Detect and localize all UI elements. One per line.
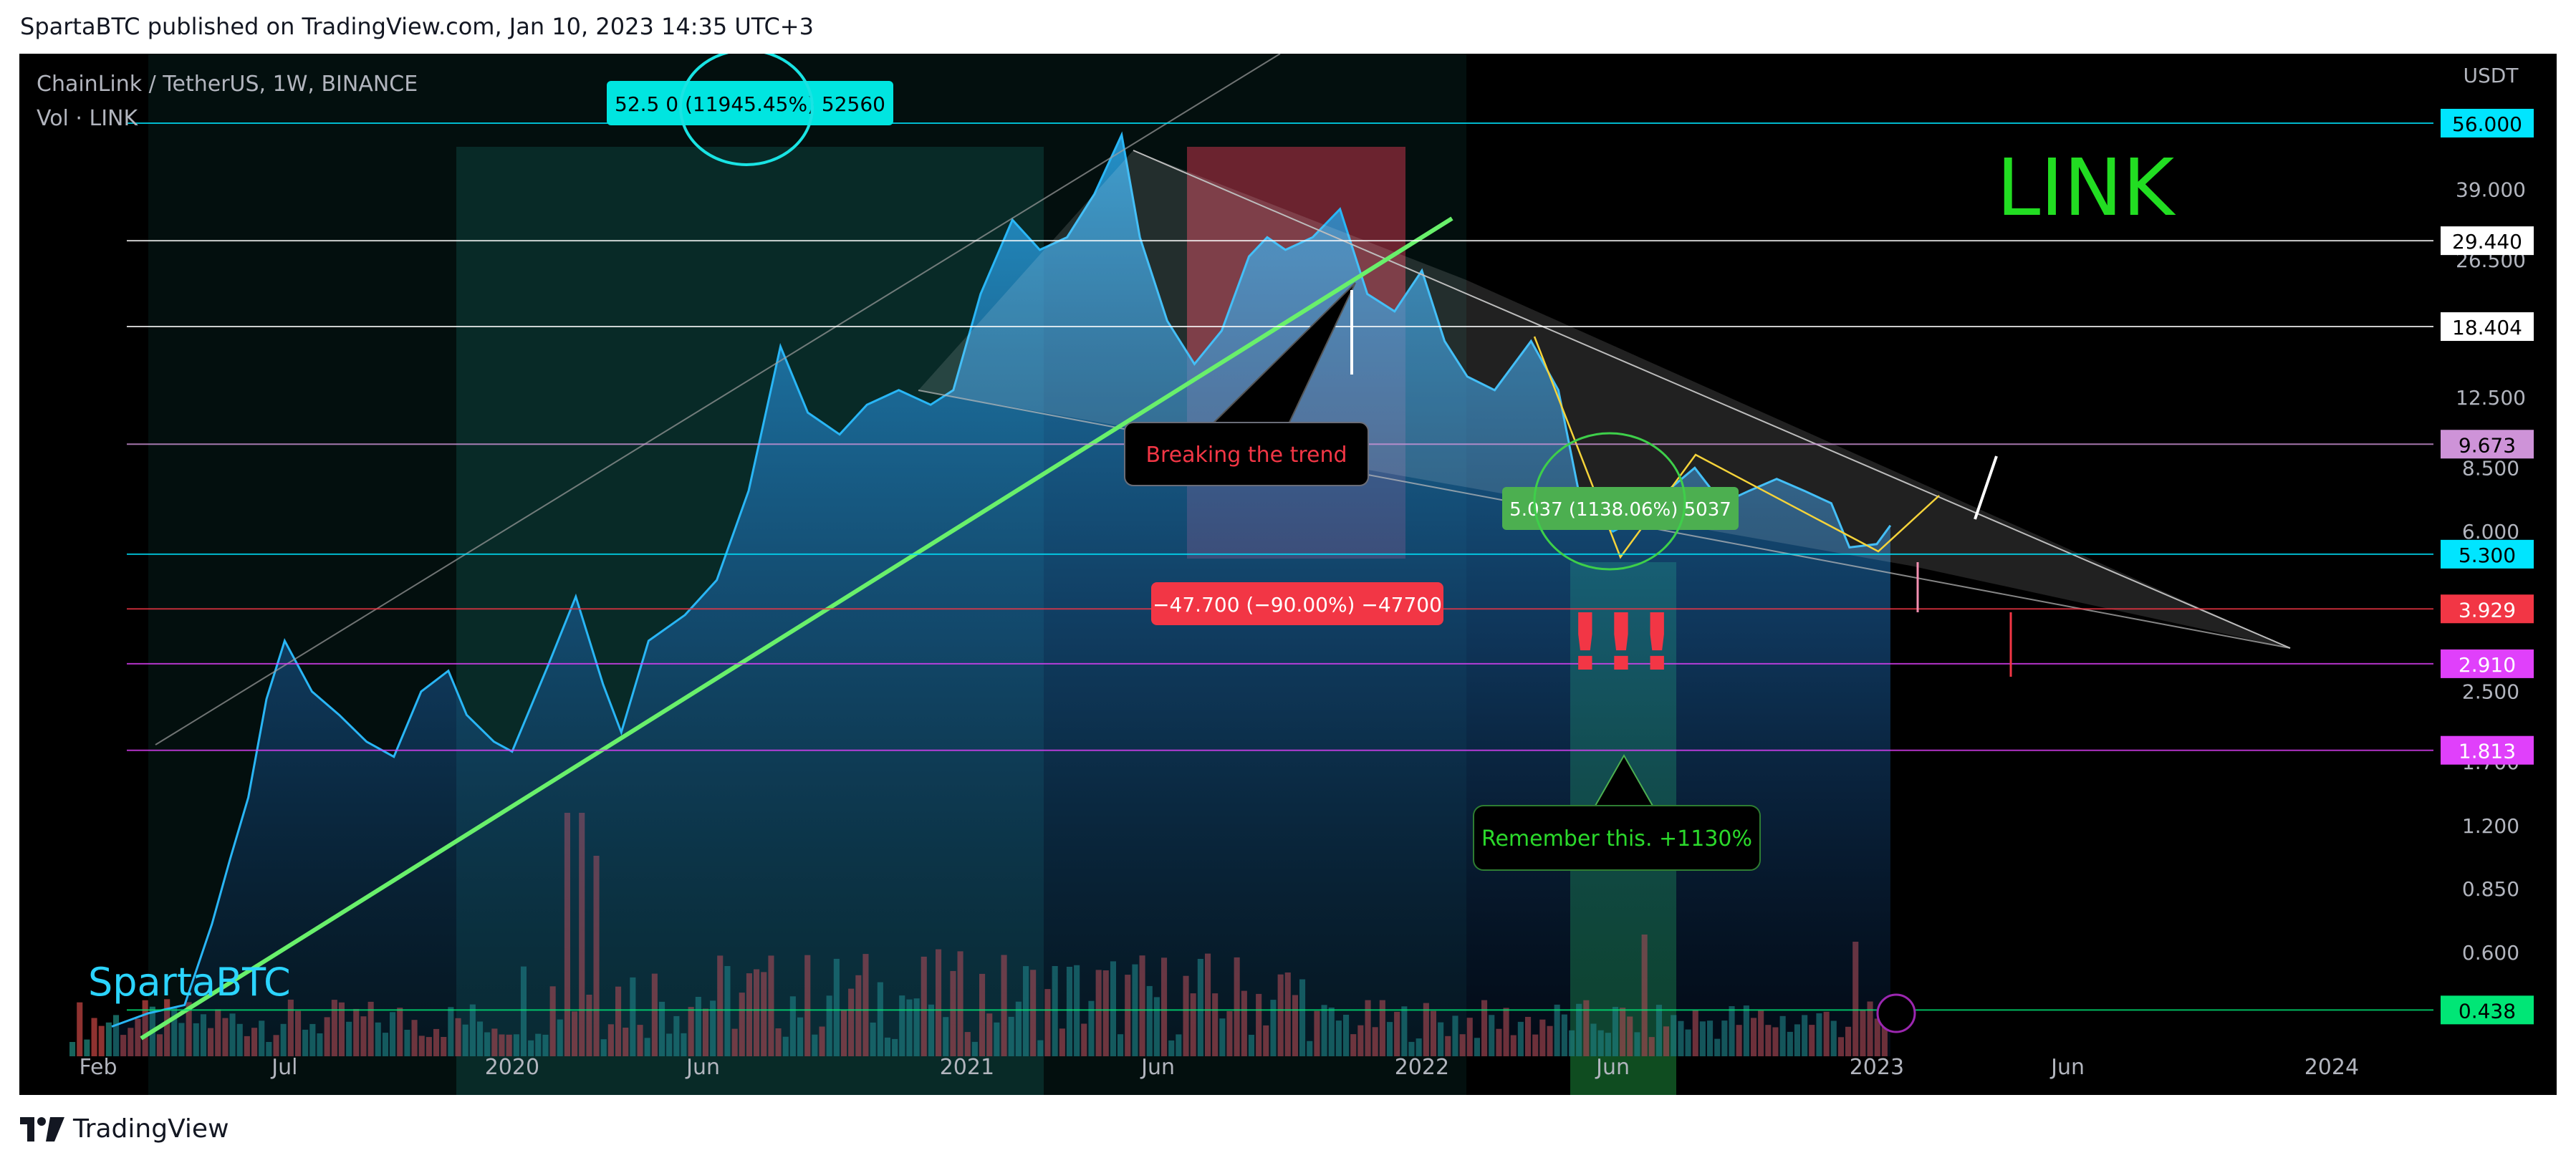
ticker-overlay-title: LINK [1996,142,2176,233]
x-tick-label: Jun [2049,1055,2085,1080]
x-tick-label: Jun [685,1055,720,1080]
y-tick-label: 2.500 [2462,680,2519,704]
price-label-text: 1.813 [2459,740,2516,763]
volume-legend: Vol · LINK [37,106,138,131]
chart-panel[interactable]: LINK SpartaBTC 52.5 0 (11945.45%) 52560 Bre… [19,54,2557,1095]
price-label-text: 9.673 [2459,433,2516,457]
y-tick-label: 6.000 [2462,520,2519,544]
rally-highlight-circle [1533,432,1686,571]
x-tick-label: 2020 [485,1055,539,1080]
x-tick-label: 2023 [1850,1055,1904,1080]
peak-highlight-circle [679,54,814,166]
price-label-badge [2441,108,2534,137]
drop-measure-text: −47.700 (−90.00%) −47700 [1153,593,1442,617]
volume-bar [69,1042,76,1056]
peak-measure-text: 52.5 0 (11945.45%) 52560 [615,92,885,116]
y-tick-label: 1.200 [2462,814,2519,838]
exclamation-marks: !!! [1567,597,1676,688]
x-tick-label: 2021 [940,1055,994,1080]
volume-bar [84,1039,90,1056]
symbol-legend: ChainLink / TetherUS, 1W, BINANCE [37,72,418,97]
price-label-text: 29.440 [2452,230,2522,254]
price-label-text: 0.438 [2459,999,2516,1023]
price-area-fill [112,135,1890,1056]
publish-info: SpartaBTC published on TradingView.com, … [20,13,814,40]
price-label-badge [2441,539,2534,569]
zigzag-pattern-line [1533,336,1940,559]
volume-bar [98,1025,105,1056]
x-tick-label: Jun [1140,1055,1175,1080]
price-label-badge [2441,735,2534,765]
lightning-icon[interactable] [1876,993,1916,1033]
breaking-trend-text: Breaking the trend [1145,443,1347,468]
price-label-text: 18.404 [2452,316,2522,339]
x-tick-label: Feb [79,1055,117,1080]
price-label-badge [2441,649,2534,678]
long-term-trendline [140,216,1453,1041]
price-chart[interactable]: LINK SpartaBTC 52.5 0 (11945.45%) 52560 Bre… [19,54,2557,1095]
footer-brand[interactable]: TradingView [20,1114,229,1144]
x-tick-label: 2022 [1395,1055,1449,1080]
author-watermark: SpartaBTC [88,960,291,1005]
price-label-badge [2441,995,2534,1025]
currency-label: USDT [2464,64,2519,87]
volume-bar [77,1002,83,1056]
rally-measure-text: 5.037 (1138.06%) 5037 [1509,499,1731,521]
footer-brand-label: TradingView [73,1114,229,1144]
breaking-trend-callout [1124,422,1369,486]
remember-callout [1473,805,1761,871]
drop-measure-badge [1151,582,1443,625]
y-tick-label: 0.850 [2462,877,2519,901]
breakout-arrow [1974,455,1998,520]
descending-wedge-shape [918,150,2290,648]
price-label-badge [2441,594,2534,624]
x-tick-label: Jun [1595,1055,1630,1080]
price-label-badge [2441,226,2534,256]
remember-text: Remember this. +1130% [1481,826,1752,851]
y-tick-label: 8.500 [2462,456,2519,480]
wedge-upper-line [1133,150,2291,649]
peak-measure-badge [607,81,893,125]
price-label-text: 2.910 [2459,653,2516,677]
price-label-badge [2441,430,2534,459]
price-label-text: 3.929 [2459,598,2516,622]
price-label-text: 5.300 [2459,544,2516,567]
y-tick-label: 12.500 [2456,386,2526,410]
price-label-text: 56.000 [2452,112,2522,136]
y-tick-label: 39.000 [2456,178,2526,201]
volume-bar [91,1018,97,1056]
upper-channel-line [155,54,1281,745]
tradingview-logo-icon [20,1116,64,1142]
y-tick-label: 0.600 [2462,941,2519,965]
x-tick-label: 2024 [2305,1055,2359,1080]
price-label-badge [2441,312,2534,342]
rally-measure-badge [1502,487,1739,530]
volume-bar [105,1022,112,1056]
x-tick-label: Jul [270,1055,297,1080]
